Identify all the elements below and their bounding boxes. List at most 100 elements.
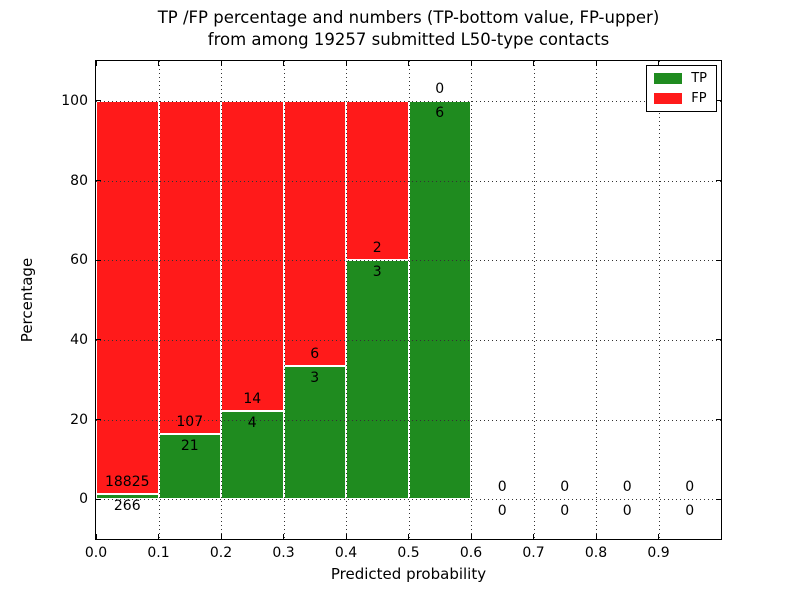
y-tick-mark-right: [716, 419, 721, 420]
legend-swatch-fp-icon: [654, 93, 683, 104]
x-tick-mark: [95, 534, 97, 539]
tp-bar-segment: [408, 100, 471, 500]
horizontal-gridline: [96, 419, 721, 421]
tp-bar-segment: [96, 493, 159, 500]
fp-count-label: 2: [372, 240, 382, 257]
x-tick-label: 0.2: [209, 545, 233, 561]
tp-count-label: 3: [372, 264, 382, 281]
x-tick-label: 0.3: [272, 545, 295, 561]
fp-bar-segment: [96, 100, 159, 494]
vertical-gridline: [533, 61, 535, 539]
legend: TP FP: [646, 65, 717, 112]
x-tick-mark-top: [95, 61, 97, 66]
fp-count-label: 0: [685, 479, 695, 496]
vertical-gridline: [221, 61, 222, 539]
x-tick-label: 0.7: [522, 545, 545, 561]
y-tick-mark-right: [716, 259, 721, 261]
x-tick-mark-top: [470, 61, 472, 66]
fp-bar-segment: [283, 100, 346, 367]
vertical-gridline: [408, 61, 410, 539]
x-tick-label: 0.1: [147, 545, 170, 561]
vertical-gridline: [471, 61, 472, 539]
horizontal-gridline: [96, 260, 721, 262]
x-tick-label: 0.9: [647, 545, 670, 561]
x-tick-mark: [658, 534, 659, 539]
legend-item-fp: FP: [654, 92, 707, 105]
x-tick-mark-top: [158, 61, 159, 66]
fp-bar-segment: [158, 100, 221, 434]
y-tick-label: 40: [70, 331, 88, 348]
fp-count-label: 0: [497, 479, 507, 496]
x-tick-mark-top: [658, 61, 659, 66]
fp-count-label: 0: [622, 479, 632, 496]
x-tick-label: 0.4: [334, 545, 358, 561]
tp-count-label: 0: [497, 503, 507, 520]
x-tick-label: 0.5: [397, 545, 420, 561]
horizontal-gridline: [96, 180, 721, 182]
x-tick-mark: [470, 534, 472, 539]
chart-title-line2: from among 19257 submitted L50-type cont…: [207, 30, 610, 49]
y-tick-mark-right: [716, 180, 721, 181]
x-tick-mark: [283, 534, 284, 539]
tp-bar-segment: [221, 410, 284, 500]
vertical-gridline: [596, 61, 597, 539]
y-tick-mark: [96, 180, 101, 181]
fp-count-label: 0: [435, 80, 445, 97]
vertical-gridline: [658, 61, 660, 539]
x-tick-mark-top: [345, 61, 347, 66]
legend-label-tp: TP: [691, 71, 707, 86]
chart-title: TP /FP percentage and numbers (TP-bottom…: [96, 7, 721, 51]
horizontal-gridline: [96, 339, 721, 341]
horizontal-gridline: [96, 100, 721, 102]
fp-bar-segment: [221, 100, 284, 411]
y-tick-mark-right: [716, 339, 721, 341]
tp-count-label: 0: [560, 503, 570, 520]
plot-area: 18825 266 107 21 14 4 6 3 2 3 0 6 0 0 0 0 0 0 0 0 TP FP: [95, 60, 722, 540]
tp-count-label: 21: [180, 437, 199, 454]
vertical-gridline: [158, 61, 160, 539]
fp-count-label: 14: [243, 390, 262, 407]
fp-count-label: 0: [560, 479, 570, 496]
legend-swatch-tp-icon: [654, 73, 683, 84]
x-tick-mark-top: [595, 61, 597, 66]
tp-count-label: 0: [622, 503, 632, 520]
tp-bar-segment: [283, 366, 346, 500]
y-tick-mark: [96, 498, 101, 500]
vertical-gridline: [346, 61, 347, 539]
y-tick-mark: [96, 259, 101, 261]
x-axis-label: Predicted probability: [330, 565, 487, 583]
fp-bar-segment: [346, 100, 409, 261]
x-tick-mark: [533, 534, 534, 539]
y-tick-mark: [96, 100, 101, 102]
x-tick-mark: [595, 534, 597, 539]
y-axis-label: Percentage: [18, 257, 36, 343]
x-tick-label: 0.0: [84, 545, 108, 561]
x-tick-mark: [345, 534, 347, 539]
tp-count-label: 0: [685, 503, 695, 520]
y-tick-mark-right: [716, 100, 721, 102]
fp-count-label: 18825: [104, 473, 150, 490]
x-tick-mark-top: [533, 61, 534, 66]
y-tick-label: 60: [70, 252, 88, 269]
y-tick-mark: [96, 419, 101, 420]
tp-count-label: 6: [435, 104, 445, 121]
vertical-gridline: [283, 61, 285, 539]
tp-count-label: 266: [113, 497, 141, 514]
tp-count-label: 3: [310, 370, 320, 387]
y-tick-label: 0: [79, 491, 88, 508]
y-tick-mark-right: [716, 498, 721, 500]
tp-bar-segment: [346, 260, 409, 500]
legend-label-fp: FP: [691, 91, 707, 106]
x-tick-mark-top: [283, 61, 284, 66]
horizontal-gridline: [96, 499, 721, 501]
tp-count-label: 4: [247, 414, 257, 431]
y-tick-label: 100: [61, 92, 88, 109]
y-tick-mark: [96, 339, 101, 341]
chart-title-line1: TP /FP percentage and numbers (TP-bottom…: [157, 8, 660, 27]
x-tick-mark: [158, 534, 159, 539]
x-tick-mark: [408, 534, 409, 539]
x-tick-mark: [220, 534, 222, 539]
y-tick-label: 20: [70, 411, 88, 428]
x-tick-label: 0.6: [459, 545, 483, 561]
